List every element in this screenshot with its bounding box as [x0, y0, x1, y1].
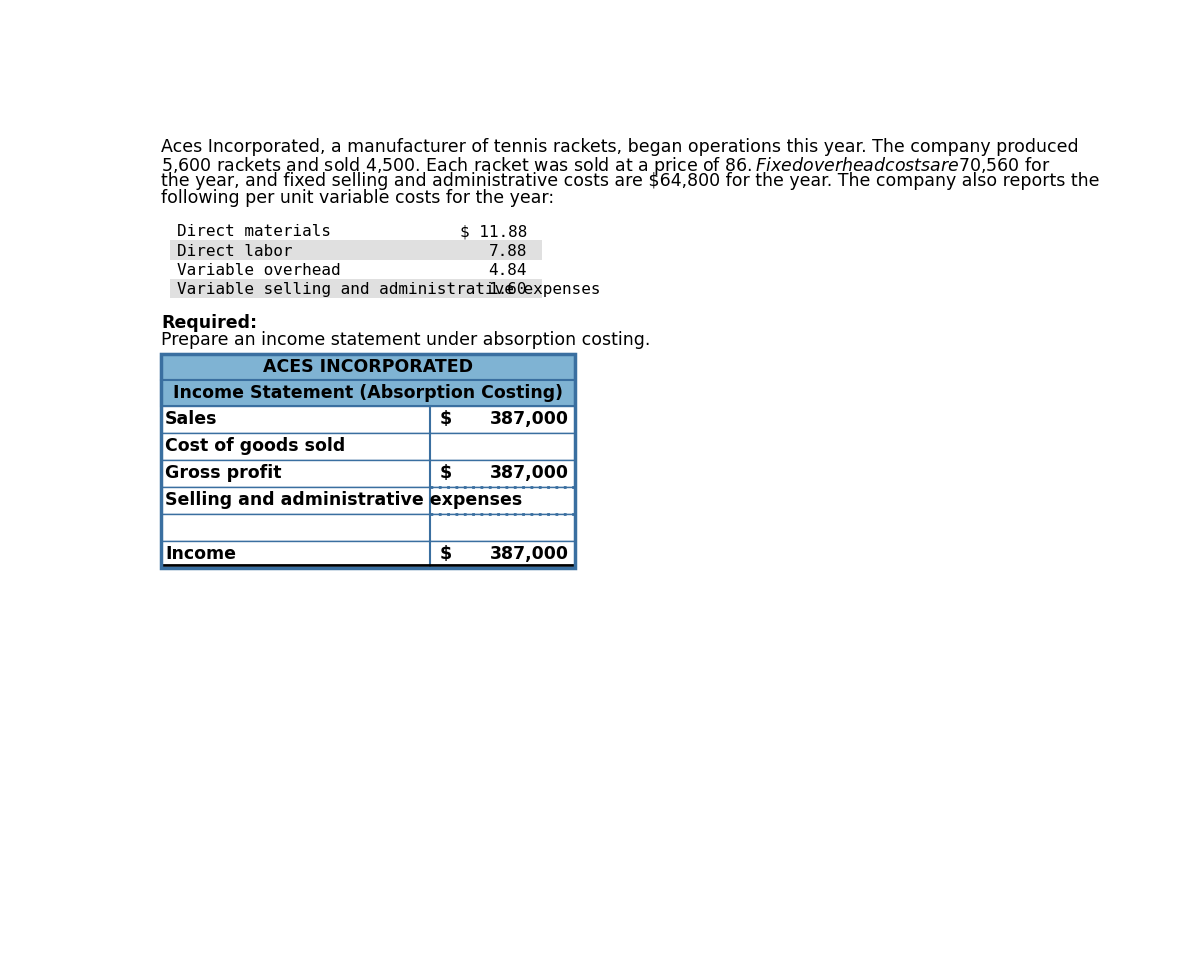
- Bar: [161, 433, 574, 460]
- Text: Variable selling and administrative expenses: Variable selling and administrative expe…: [177, 282, 600, 297]
- Bar: [171, 221, 543, 240]
- Text: Sales: Sales: [165, 410, 218, 429]
- Text: 7.88: 7.88: [488, 243, 527, 259]
- Bar: [161, 487, 574, 514]
- Bar: [161, 354, 574, 568]
- Text: Selling and administrative expenses: Selling and administrative expenses: [165, 491, 523, 509]
- Text: $: $: [439, 410, 452, 429]
- Bar: [171, 279, 543, 298]
- Bar: [161, 380, 574, 406]
- Text: 5,600 rackets and sold 4,500. Each racket was sold at a price of $86. Fixed over: 5,600 rackets and sold 4,500. Each racke…: [161, 155, 1051, 177]
- Text: following per unit variable costs for the year:: following per unit variable costs for th…: [161, 189, 554, 207]
- Text: $: $: [439, 545, 452, 563]
- Text: the year, and fixed selling and administrative costs are $64,800 for the year. T: the year, and fixed selling and administ…: [161, 172, 1099, 190]
- Text: Aces Incorporated, a manufacturer of tennis rackets, began operations this year.: Aces Incorporated, a manufacturer of ten…: [161, 138, 1078, 156]
- Text: Required:: Required:: [161, 314, 258, 331]
- Text: 387,000: 387,000: [490, 410, 568, 429]
- Bar: [161, 540, 574, 568]
- Bar: [161, 354, 574, 380]
- Text: Gross profit: Gross profit: [165, 464, 281, 483]
- Bar: [161, 406, 574, 433]
- Text: Prepare an income statement under absorption costing.: Prepare an income statement under absorp…: [161, 330, 651, 349]
- Text: 387,000: 387,000: [490, 545, 568, 563]
- Bar: [161, 460, 574, 487]
- Text: 1.60: 1.60: [488, 282, 527, 297]
- Text: Variable overhead: Variable overhead: [177, 263, 340, 277]
- Text: 387,000: 387,000: [490, 464, 568, 483]
- Bar: [171, 260, 543, 279]
- Text: Income: Income: [165, 545, 235, 563]
- Bar: [161, 514, 574, 540]
- Text: 4.84: 4.84: [488, 263, 527, 277]
- Text: Direct labor: Direct labor: [177, 243, 292, 259]
- Text: $: $: [439, 464, 452, 483]
- Text: Direct materials: Direct materials: [177, 225, 331, 239]
- Text: ACES INCORPORATED: ACES INCORPORATED: [262, 358, 473, 376]
- Text: Income Statement (Absorption Costing): Income Statement (Absorption Costing): [173, 384, 563, 402]
- Text: Cost of goods sold: Cost of goods sold: [165, 438, 345, 455]
- Bar: [171, 240, 543, 260]
- Text: $ 11.88: $ 11.88: [459, 225, 527, 239]
